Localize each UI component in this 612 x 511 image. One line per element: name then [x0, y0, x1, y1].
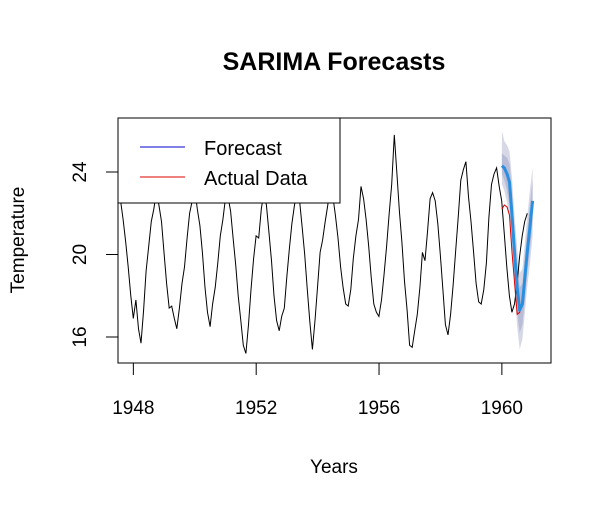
legend-actual-label: Actual Data	[204, 168, 308, 190]
x-tick-label-1960: 1960	[481, 398, 523, 419]
y-tick-label-20: 20	[70, 244, 91, 265]
legend-forecast-label: Forecast	[204, 138, 282, 160]
chart-title: SARIMA Forecasts	[223, 48, 446, 76]
legend: Forecast Actual Data	[117, 117, 341, 204]
x-axis-title: Years	[310, 457, 358, 478]
y-tick-label-24: 24	[70, 161, 91, 183]
legend-box	[117, 117, 341, 204]
x-tick-label-1956: 1956	[358, 398, 400, 419]
plot-area	[117, 130, 535, 354]
y-tick-label-16: 16	[70, 326, 91, 347]
y-axis-title: Temperature	[8, 187, 29, 294]
x-tick-label-1952: 1952	[235, 398, 277, 419]
forecast-line	[500, 164, 535, 312]
x-tick-label-1948: 1948	[112, 398, 154, 419]
observed-series-line	[117, 134, 528, 354]
